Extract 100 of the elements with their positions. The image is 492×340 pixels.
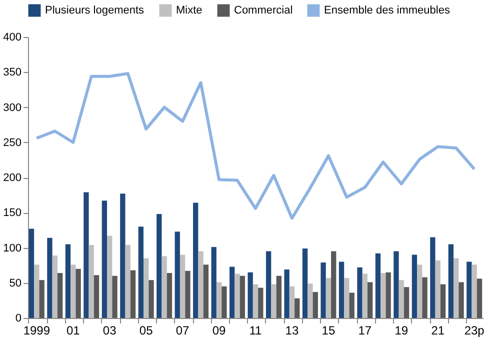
bar	[174, 232, 180, 318]
y-tick-label: 0	[15, 312, 22, 324]
bar	[398, 280, 404, 318]
bar	[112, 276, 118, 318]
bar	[448, 244, 454, 318]
bar	[125, 244, 130, 318]
bar	[440, 284, 446, 318]
bar	[386, 272, 391, 318]
bar	[284, 270, 290, 318]
bar	[240, 276, 246, 318]
bar	[380, 273, 386, 318]
bar	[65, 244, 71, 318]
bar	[320, 262, 326, 318]
x-tick-label: 13	[285, 324, 299, 338]
bar	[308, 284, 313, 318]
x-tick-label: 1999	[23, 324, 50, 338]
bar	[349, 292, 354, 318]
legend-label: Ensemble des immeubles	[324, 4, 450, 17]
bar	[138, 226, 144, 318]
y-tick-label: 150	[3, 207, 22, 220]
bar	[289, 286, 295, 318]
bar	[166, 273, 172, 318]
bar	[266, 251, 272, 318]
bar	[130, 270, 136, 318]
bar	[417, 264, 422, 318]
bar	[276, 276, 282, 318]
y-tick-label: 100	[3, 242, 22, 254]
bar	[357, 267, 362, 318]
legend-label: Mixte	[176, 4, 202, 17]
x-tick-label: 05	[139, 324, 154, 338]
bar	[162, 256, 167, 318]
y-tick-label: 350	[3, 66, 22, 79]
bar	[248, 272, 253, 318]
bar	[144, 258, 149, 318]
bar	[368, 282, 373, 318]
y-tick-label: 250	[3, 136, 22, 149]
bar	[180, 254, 186, 318]
x-tick-label: 19	[394, 324, 408, 338]
bar	[34, 264, 40, 318]
bar	[28, 228, 34, 318]
bar	[375, 253, 381, 318]
x-tick-label: 15	[322, 324, 336, 338]
bar	[102, 200, 108, 318]
bar	[216, 282, 222, 318]
bar	[294, 298, 300, 318]
bar	[203, 264, 209, 318]
x-tick-label: 21	[431, 324, 445, 338]
bar	[252, 284, 258, 318]
bar	[39, 280, 44, 318]
bar	[430, 237, 436, 318]
legend-label: Plusieurs logements	[45, 4, 145, 17]
bar	[148, 280, 154, 318]
bar	[271, 284, 276, 318]
bar	[234, 274, 240, 318]
bar	[94, 275, 100, 318]
bar	[185, 270, 190, 318]
bar	[302, 248, 308, 318]
y-tick-label: 50	[9, 277, 22, 290]
bar	[211, 247, 216, 318]
bar	[312, 292, 318, 318]
bar	[331, 251, 336, 318]
y-tick-label: 400	[3, 32, 22, 44]
x-tick-label: 01	[66, 324, 80, 338]
bar	[422, 277, 428, 318]
legend-label: Commercial	[234, 4, 293, 17]
x-tick-label: 17	[358, 324, 372, 338]
bar	[362, 274, 368, 318]
x-tick-label: 07	[176, 324, 190, 338]
bar	[412, 254, 418, 318]
bar	[47, 238, 52, 318]
bar	[70, 264, 76, 318]
bar	[454, 258, 459, 318]
bar	[404, 287, 410, 318]
bar	[107, 236, 112, 318]
bar	[338, 262, 344, 318]
x-tick-label: 03	[102, 324, 117, 338]
bar	[466, 262, 472, 318]
bar	[458, 282, 464, 318]
y-tick-label: 200	[3, 172, 22, 184]
bar	[326, 278, 332, 318]
bar	[435, 260, 440, 318]
x-tick-label: 23p	[464, 324, 485, 338]
bar	[193, 202, 198, 318]
bar	[344, 278, 350, 318]
bar	[476, 278, 482, 318]
bar	[120, 194, 126, 318]
x-tick-label: 11	[249, 324, 262, 338]
bar	[76, 268, 81, 318]
bar	[394, 251, 399, 318]
bar	[222, 286, 227, 318]
bar	[230, 266, 235, 318]
bar	[57, 273, 63, 318]
bar	[472, 264, 477, 318]
y-tick-label: 300	[3, 102, 22, 114]
line-series	[35, 72, 476, 220]
bar	[52, 255, 58, 318]
x-tick-label: 09	[212, 324, 226, 338]
bar	[84, 192, 89, 318]
bar	[258, 288, 264, 318]
bar	[198, 251, 204, 318]
